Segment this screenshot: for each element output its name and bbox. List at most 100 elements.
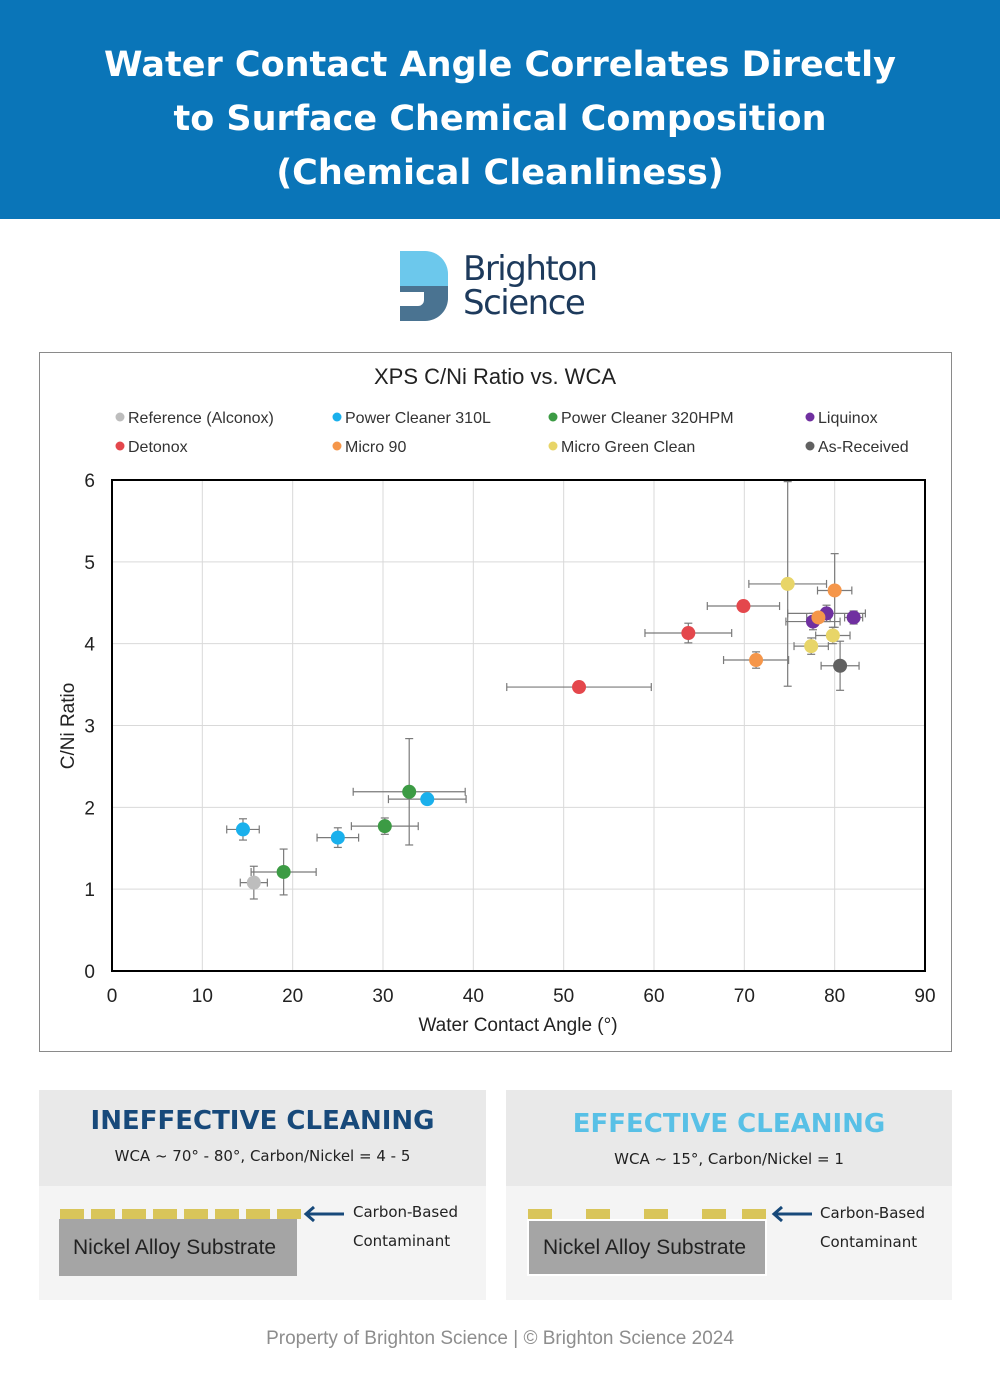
chart-legend: Reference (Alconox) Power Cleaner 310L Pow… [115,410,909,456]
data-point [804,639,819,654]
arrow-left-icon [771,1205,812,1223]
data-point [276,864,291,879]
legend-marker [115,412,125,422]
title-line-1: Water Contact Angle Correlates Directly [104,45,896,85]
x-tick-label: 20 [282,986,303,1007]
data-point [330,830,345,845]
contaminant-patch [644,1209,668,1219]
y-tick-label: 2 [84,798,95,819]
contaminant-label-line-2: Contaminant [820,1233,918,1251]
data-point [402,784,417,799]
logo-mark-top [400,251,448,286]
legend-label: Micro 90 [345,439,406,456]
data-point [811,610,826,625]
legend-label: Power Cleaner 320HPM [561,410,734,427]
brighton-science-logo [400,251,449,321]
data-point [749,653,764,668]
y-tick-label: 6 [84,471,95,492]
logo-mark-bottom [400,286,449,321]
chart-title: XPS C/Ni Ratio vs. WCA [374,364,616,389]
legend-label: Liquinox [818,410,878,427]
contaminant-label-line-1: Carbon-Based [820,1204,925,1222]
data-point [377,819,392,834]
contaminant-patch [215,1209,239,1219]
x-tick-label: 40 [463,986,484,1007]
arrow-left-icon [303,1205,344,1223]
nickel-substrate-block: Nickel Alloy Substrate [59,1219,297,1276]
x-axis-ticks: 0 10 20 30 40 50 60 70 80 90 [107,986,936,1007]
legend-label: Detonox [128,439,188,456]
contaminant-patch [122,1209,146,1219]
error-bars [226,481,866,900]
contaminant-patch [91,1209,115,1219]
data-points [235,576,861,890]
y-tick-label: 3 [84,717,95,738]
contaminant-label: Carbon-Based Contaminant [820,1199,925,1257]
chart-grid [112,480,925,971]
title-line-3: (Chemical Cleanliness) [276,153,724,193]
data-point [246,875,261,890]
data-point [827,583,842,598]
effective-cleaning-title: EFFECTIVE CLEANING [572,1109,886,1139]
effective-panel-header: EFFECTIVE CLEANING WCA ~ 15°, Carbon/Nic… [506,1090,952,1186]
chart-container: XPS C/Ni Ratio vs. WCA Reference (Alcono… [39,352,952,1052]
x-tick-label: 60 [643,986,664,1007]
y-tick-label: 1 [84,880,95,901]
legend-marker [548,441,558,451]
title-line-2: to Surface Chemical Composition [173,99,827,139]
contaminant-patch [246,1209,270,1219]
data-point [572,680,587,695]
y-tick-label: 0 [84,962,95,983]
x-tick-label: 30 [372,986,393,1007]
legend-label: Power Cleaner 310L [345,410,491,427]
ineffective-panel-header: INEFFECTIVE CLEANING WCA ~ 70° - 80°, Ca… [39,1090,486,1186]
data-point [833,658,848,673]
effective-cleaning-subtitle: WCA ~ 15°, Carbon/Nickel = 1 [614,1150,844,1168]
header-banner: Water Contact Angle Correlates Directly … [0,0,1000,219]
data-point [736,599,751,614]
contaminant-patch [742,1209,766,1219]
legend-marker [548,412,558,422]
y-axis-label: C/Ni Ratio [58,683,79,770]
page-title: Water Contact Angle Correlates Directly … [0,38,1000,200]
logo-word-science: Science [463,283,586,323]
contaminant-patch [586,1209,610,1219]
legend-label: Micro Green Clean [561,439,695,456]
nickel-substrate-block: Nickel Alloy Substrate [527,1219,767,1276]
scatter-chart: XPS C/Ni Ratio vs. WCA Reference (Alcono… [58,364,936,1036]
y-tick-label: 5 [84,553,95,574]
contaminant-patch [153,1209,177,1219]
data-point [681,626,696,641]
data-point [420,792,435,807]
legend-label: As-Received [818,439,909,456]
y-axis-ticks: 0 1 2 3 4 5 6 [84,471,95,983]
x-tick-label: 80 [824,986,845,1007]
x-tick-label: 90 [914,986,935,1007]
plot-area [111,479,926,972]
data-point [825,628,840,643]
effective-cleaning-panel: EFFECTIVE CLEANING WCA ~ 15°, Carbon/Nic… [506,1090,952,1300]
contaminant-patch [528,1209,552,1219]
legend-label: Reference (Alconox) [128,410,274,427]
ineffective-cleaning-panel: INEFFECTIVE CLEANING WCA ~ 70° - 80°, Ca… [39,1090,486,1300]
y-tick-label: 4 [84,635,95,656]
legend-marker [332,441,342,451]
x-tick-label: 0 [107,986,118,1007]
contaminant-patch [60,1209,84,1219]
x-tick-label: 10 [192,986,213,1007]
logo-word-brighton: Brighton [463,249,598,289]
contaminant-label-line-1: Carbon-Based [353,1203,458,1221]
legend-marker [805,441,815,451]
ineffective-cleaning-title: INEFFECTIVE CLEANING [90,1106,435,1136]
footer-copyright: Property of Brighton Science | © Brighto… [266,1328,734,1349]
contaminant-patch [184,1209,208,1219]
data-point [235,822,250,837]
ineffective-cleaning-subtitle: WCA ~ 70° - 80°, Carbon/Nickel = 4 - 5 [114,1147,411,1165]
x-tick-label: 70 [734,986,755,1007]
x-tick-label: 50 [553,986,574,1007]
legend-marker [805,412,815,422]
legend-marker [332,412,342,422]
data-point [780,576,795,591]
contaminant-patch [702,1209,726,1219]
contaminant-patch [277,1209,301,1219]
